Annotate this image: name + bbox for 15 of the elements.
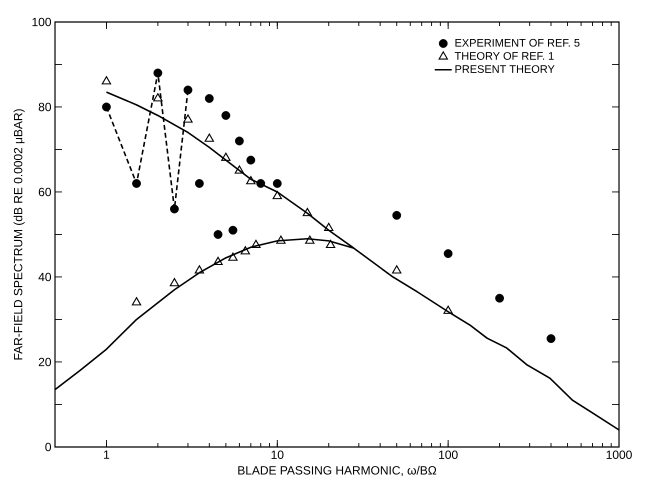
- legend-label: THEORY OF REF. 1: [454, 52, 554, 60]
- legend-label: EXPERIMENT OF REF. 5: [455, 38, 580, 47]
- x-tick-label: 100: [439, 450, 458, 459]
- y-tick-label: 60: [38, 188, 52, 196]
- x-tick-label: 1000: [606, 450, 632, 459]
- x-tick-label: 10: [272, 450, 284, 459]
- y-tick-label: 0: [45, 442, 52, 452]
- y-tick-label: 80: [38, 102, 52, 112]
- x-axis-title: BLADE PASSING HARMONIC, ω/BΩ: [238, 466, 436, 476]
- x-tick-label: 1: [104, 450, 110, 459]
- y-tick-label: 40: [38, 272, 52, 282]
- legend-label: PRESENT THEORY: [455, 65, 555, 73]
- y-axis-title: FAR-FIELD SPECTRUM (dB RE 0.0002 μBAR): [14, 109, 25, 360]
- y-tick-label: 100: [32, 18, 52, 26]
- y-tick-label: 20: [38, 358, 52, 366]
